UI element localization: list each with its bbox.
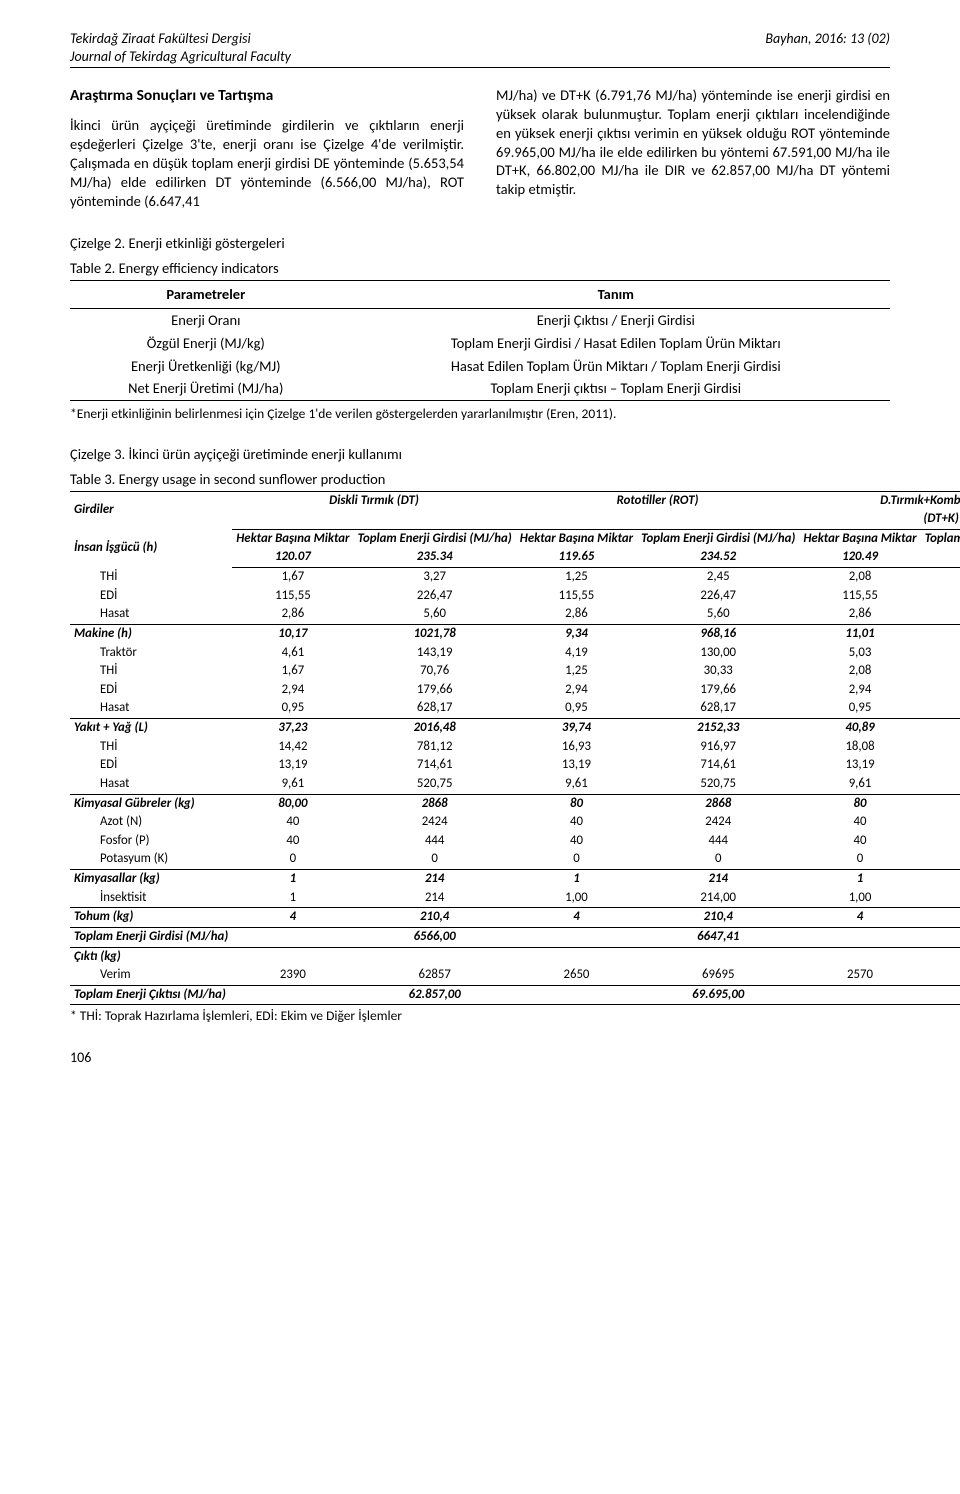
table-row: THİ14,42781,1216,93916,9718,08979,230,00… <box>70 738 960 757</box>
table-row: THİ1,673,271,252,452,084,080,000,00 <box>70 568 960 587</box>
table-row: İnsektisit12141,00214,001,00214,001,0021… <box>70 889 960 908</box>
table-row: Fosfor (P)40444404444044440444 <box>70 832 960 851</box>
table3-footnote: * THİ: Toprak Hazırlama İşlemleri, EDİ: … <box>70 1007 890 1025</box>
table-row: Potasyum (K)00000000 <box>70 850 960 869</box>
table-row: Azot (N)402424402424402424402424 <box>70 813 960 832</box>
subheader-row: İnsan İşgücü (h) Hektar Başına Miktar To… <box>70 529 960 548</box>
page-number: 106 <box>70 1049 890 1067</box>
table-row: Traktör4,61143,194,19130,005,03158,582,6… <box>70 644 960 663</box>
table-row: Enerji Üretkenliği (kg/MJ)Hasat Edilen T… <box>70 355 890 378</box>
table-row: Hasat2,865,602,865,602,865,602,865,60 <box>70 605 960 624</box>
table-row: Hasat0,95628,170,95628,170,95628,170,956… <box>70 699 960 718</box>
table-row: Net Enerji Üretimi (MJ/ha)Toplam Enerji … <box>70 377 890 400</box>
table-energy-usage: Girdiler Diskli Tırmık (DT) Rototiller (… <box>70 491 960 1006</box>
table-row: Hasat9,61520,759,61520,759,61520,759,615… <box>70 775 960 794</box>
table-row: EDİ115,55226,47115,55226,47115,55226,471… <box>70 587 960 606</box>
issue-info: Bayhan, 2016: 13 (02) <box>765 30 890 48</box>
cikti-row: Çıktı (kg) <box>70 947 960 966</box>
tohum-row: Tohum (kg)4210,44210,44210,44210,4 <box>70 908 960 928</box>
journal-line2: Journal of Tekirdag Agricultural Faculty <box>70 48 291 66</box>
table-row: Özgül Enerji (MJ/kg)Toplam Enerji Girdis… <box>70 332 890 355</box>
verim-row: Verim23906285726506969525706759125406680… <box>70 966 960 985</box>
table2-footnote: *Enerji etkinliğinin belirlenmesi için Ç… <box>70 405 890 423</box>
total-output-row: Toplam Enerji Çıktısı (MJ/ha) 62.857,00 … <box>70 985 960 1005</box>
table2-caption-en: Table 2. Energy efficiency indicators <box>70 259 890 278</box>
journal-line1: Tekirdağ Ziraat Fakültesi Dergisi <box>70 30 291 48</box>
table2-caption-tr: Çizelge 2. Enerji etkinliği göstergeleri <box>70 234 890 253</box>
total-input-row: Toplam Enerji Girdisi (MJ/ha) 6566,00 66… <box>70 927 960 947</box>
table-energy-efficiency: Parametreler Tanım Enerji OranıEnerji Çı… <box>70 280 890 401</box>
kimyasallar-row: Kimyasallar (kg)1214121412141214 <box>70 870 960 889</box>
two-column-text: Araştırma Sonuçları ve Tartışma İkinci ü… <box>70 86 890 218</box>
yakit-row: Yakıt + Yağ (L)37,232016,4839,742152,334… <box>70 719 960 738</box>
table-row: EDİ13,19714,6113,19714,6113,19714,6112,1… <box>70 756 960 775</box>
gubre-row: Kimyasal Gübreler (kg)80,002868802868802… <box>70 794 960 813</box>
th-param: Parametreler <box>70 281 342 309</box>
table-row: THİ1,6770,761,2530,332,0882,200,000,00 <box>70 662 960 681</box>
journal-title: Tekirdağ Ziraat Fakültesi Dergisi Journa… <box>70 30 291 65</box>
table-row: Enerji OranıEnerji Çıktısı / Enerji Gird… <box>70 308 890 331</box>
makine-row: Makine (h)10,171021,789,34968,1611,01104… <box>70 624 960 643</box>
section-title: Araştırma Sonuçları ve Tartışma <box>70 86 464 106</box>
paragraph-right: MJ/ha) ve DT+K (6.791,76 MJ/ha) yöntemin… <box>496 86 890 199</box>
table3-caption-tr: Çizelge 3. İkinci ürün ayçiçeği üretimin… <box>70 445 890 464</box>
table3-caption-en: Table 3. Energy usage in second sunflowe… <box>70 470 890 489</box>
table-row: EDİ2,94179,662,94179,662,94179,662,65193… <box>70 681 960 700</box>
th-def: Tanım <box>342 281 890 309</box>
header-row-1: Girdiler Diskli Tırmık (DT) Rototiller (… <box>70 491 960 510</box>
paragraph-left: İkinci ürün ayçiçeği üretiminde girdiler… <box>70 116 464 210</box>
page-header: Tekirdağ Ziraat Fakültesi Dergisi Journa… <box>70 30 890 68</box>
